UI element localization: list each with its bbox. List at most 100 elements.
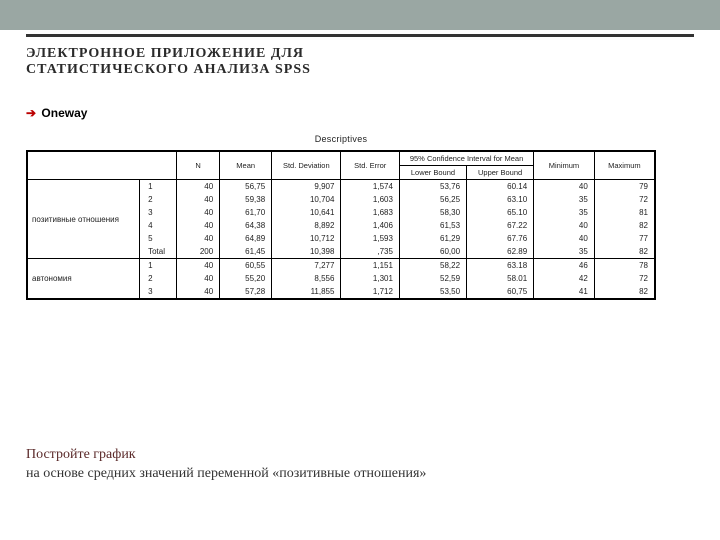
cell-upper: 67.76	[467, 232, 534, 245]
spss-output: ➔ Oneway Descriptives N Mean Std. Deviat…	[26, 106, 656, 366]
note-line-2: на основе средних значений переменной «п…	[26, 466, 426, 481]
cell-se: 1,593	[341, 232, 399, 245]
cell-se: 1,151	[341, 259, 399, 273]
cell-max: 79	[594, 180, 655, 194]
cell-group: 1	[140, 180, 177, 194]
cell-lower: 53,76	[399, 180, 466, 194]
cell-max: 72	[594, 272, 655, 285]
cell-se: 1,301	[341, 272, 399, 285]
cell-lower: 52,59	[399, 272, 466, 285]
cell-mean: 57,28	[220, 285, 272, 299]
cell-se: 1,406	[341, 219, 399, 232]
title-line-2: СТАТИСТИЧЕСКОГО АНАЛИЗА SPSS	[26, 62, 694, 78]
cell-n: 40	[176, 193, 219, 206]
cell-upper: 62.89	[467, 245, 534, 259]
cell-mean: 60,55	[220, 259, 272, 273]
cell-lower: 61,53	[399, 219, 466, 232]
spss-heading-text: Oneway	[41, 106, 87, 120]
cell-lower: 61,29	[399, 232, 466, 245]
cell-n: 40	[176, 219, 219, 232]
col-n: N	[176, 151, 219, 180]
cell-n: 40	[176, 272, 219, 285]
col-mean: Mean	[220, 151, 272, 180]
cell-sd: 7,277	[272, 259, 341, 273]
group-label: позитивные отношения	[27, 180, 140, 259]
cell-min: 35	[534, 206, 595, 219]
cell-se: ,735	[341, 245, 399, 259]
cell-max: 82	[594, 285, 655, 299]
table-title: Descriptives	[26, 134, 656, 144]
cell-upper: 60,75	[467, 285, 534, 299]
cell-sd: 10,641	[272, 206, 341, 219]
cell-n: 200	[176, 245, 219, 259]
col-max: Maximum	[594, 151, 655, 180]
cell-group: 3	[140, 285, 177, 299]
cell-min: 46	[534, 259, 595, 273]
cell-min: 42	[534, 272, 595, 285]
note-line-1: Постройте график	[26, 446, 426, 465]
col-upper: Upper Bound	[467, 166, 534, 180]
group-label: автономия	[27, 259, 140, 300]
cell-upper: 60.14	[467, 180, 534, 194]
cell-sd: 10,712	[272, 232, 341, 245]
cell-lower: 58,30	[399, 206, 466, 219]
cell-se: 1,712	[341, 285, 399, 299]
cell-group: 1	[140, 259, 177, 273]
cell-mean: 61,70	[220, 206, 272, 219]
cell-group: 4	[140, 219, 177, 232]
decorative-top-band	[0, 0, 720, 30]
cell-n: 40	[176, 232, 219, 245]
cell-group: 2	[140, 193, 177, 206]
cell-group: 5	[140, 232, 177, 245]
cell-max: 77	[594, 232, 655, 245]
title-rule	[26, 34, 694, 37]
cell-group: 2	[140, 272, 177, 285]
cell-min: 35	[534, 193, 595, 206]
cell-max: 81	[594, 206, 655, 219]
col-min: Minimum	[534, 151, 595, 180]
cell-sd: 8,892	[272, 219, 341, 232]
cell-se: 1,683	[341, 206, 399, 219]
cell-upper: 58.01	[467, 272, 534, 285]
cell-se: 1,603	[341, 193, 399, 206]
table-row: автономия14060,557,2771,15158,2263.18467…	[27, 259, 655, 273]
arrow-icon: ➔	[26, 106, 36, 120]
cell-mean: 61,45	[220, 245, 272, 259]
cell-min: 35	[534, 245, 595, 259]
cell-min: 40	[534, 180, 595, 194]
cell-group: Total	[140, 245, 177, 259]
cell-n: 40	[176, 259, 219, 273]
cell-mean: 64,38	[220, 219, 272, 232]
col-ci: 95% Confidence Interval for Mean	[399, 151, 533, 166]
cell-mean: 56,75	[220, 180, 272, 194]
cell-n: 40	[176, 285, 219, 299]
descriptives-table: N Mean Std. Deviation Std. Error 95% Con…	[26, 150, 656, 300]
col-std-err: Std. Error	[341, 151, 399, 180]
cell-n: 40	[176, 180, 219, 194]
cell-n: 40	[176, 206, 219, 219]
cell-min: 40	[534, 219, 595, 232]
cell-mean: 64,89	[220, 232, 272, 245]
cell-lower: 58,22	[399, 259, 466, 273]
slide-title: ЭЛЕКТРОННОЕ ПРИЛОЖЕНИЕ ДЛЯ СТАТИСТИЧЕСКО…	[26, 46, 694, 78]
cell-mean: 59,38	[220, 193, 272, 206]
cell-lower: 60,00	[399, 245, 466, 259]
cell-sd: 8,556	[272, 272, 341, 285]
cell-upper: 67.22	[467, 219, 534, 232]
cell-upper: 63.10	[467, 193, 534, 206]
cell-sd: 10,398	[272, 245, 341, 259]
cell-upper: 65.10	[467, 206, 534, 219]
title-line-1: ЭЛЕКТРОННОЕ ПРИЛОЖЕНИЕ ДЛЯ	[26, 46, 304, 61]
cell-sd: 9,907	[272, 180, 341, 194]
cell-lower: 56,25	[399, 193, 466, 206]
cell-max: 82	[594, 245, 655, 259]
col-std-dev: Std. Deviation	[272, 151, 341, 180]
instruction-note: Постройте график на основе средних значе…	[26, 446, 426, 484]
cell-lower: 53,50	[399, 285, 466, 299]
cell-max: 78	[594, 259, 655, 273]
cell-group: 3	[140, 206, 177, 219]
cell-upper: 63.18	[467, 259, 534, 273]
cell-sd: 11,855	[272, 285, 341, 299]
cell-min: 40	[534, 232, 595, 245]
cell-max: 82	[594, 219, 655, 232]
